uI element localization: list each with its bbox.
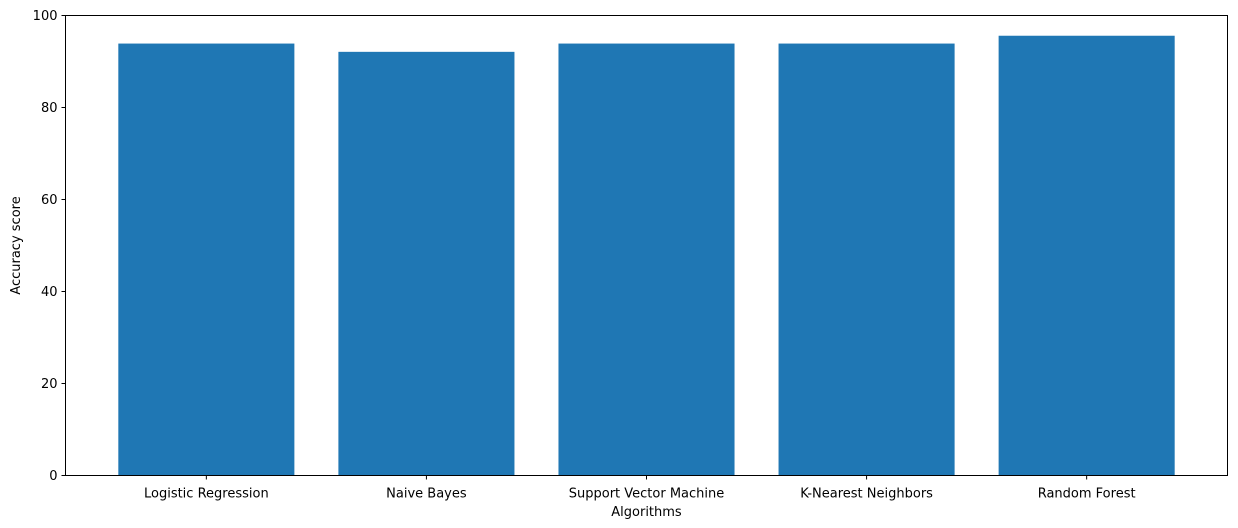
y-tick-label: 40 <box>41 285 58 300</box>
y-tick-label: 0 <box>49 469 57 484</box>
x-tick-label: Logistic Regression <box>144 487 269 502</box>
x-axis-label: Algorithms <box>611 505 682 520</box>
x-tick-label: Random Forest <box>1038 487 1136 502</box>
bar-logistic-regression <box>118 43 295 476</box>
bar-k-nearest-neighbors <box>778 43 955 476</box>
bar-random-forest <box>998 35 1175 476</box>
x-tick-label: Naive Bayes <box>386 487 467 502</box>
bar-support-vector-machine <box>558 43 735 476</box>
y-axis-label: Accuracy score <box>9 196 24 294</box>
plot-frame <box>65 15 1228 476</box>
x-tick-label: Support Vector Machine <box>569 487 725 502</box>
x-axis-ticks: Logistic Regression Naive Bayes Support Ve… <box>144 475 1136 502</box>
x-tick-label: K-Nearest Neighbors <box>800 487 933 502</box>
y-axis-ticks: 0 20 40 60 80 100 <box>33 9 66 484</box>
y-tick-label: 20 <box>41 377 58 392</box>
y-tick-label: 80 <box>41 101 58 116</box>
y-tick-label: 100 <box>33 9 58 24</box>
bar-naive-bayes <box>338 51 515 476</box>
y-tick-label: 60 <box>41 193 58 208</box>
bars-group <box>118 35 1175 476</box>
